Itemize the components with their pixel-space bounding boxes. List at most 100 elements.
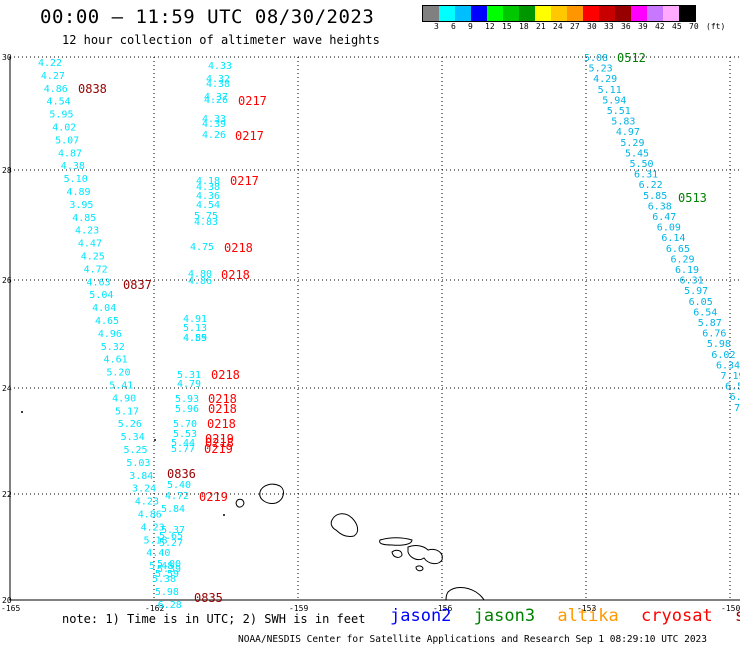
pass-time: 0838 <box>78 82 107 96</box>
swh-value: 6.54 <box>693 307 717 318</box>
pass-time: 0219 <box>205 432 234 446</box>
color-scale-label: 3 <box>434 22 439 31</box>
color-scale-label: 33 <box>604 22 614 31</box>
swh-value: 6.38 <box>648 201 672 212</box>
color-scale-labels: 3 6 9 12 15 18 21 24 27 30 33 36 39 42 45 70 (ft) <box>422 22 740 34</box>
swh-value: 4.96 <box>98 329 122 340</box>
latitude-label: 28 <box>2 166 12 175</box>
island-lanai <box>391 549 403 558</box>
longitude-label: -156 <box>433 604 452 613</box>
color-swatch <box>471 6 487 21</box>
swh-value: 5.20 <box>106 368 130 379</box>
swh-value: 4.38 <box>206 79 230 90</box>
swh-value: 5.48 <box>149 561 173 572</box>
swh-value: 4.65 <box>95 316 119 327</box>
swh-value: 7. <box>734 403 740 414</box>
swh-value: 4.26 <box>204 95 228 106</box>
swh-value: 4.54 <box>47 97 71 108</box>
swh-value: 4.37 <box>204 92 228 103</box>
swh-value: 5.03 <box>126 458 150 469</box>
latitude-label: 30 <box>2 53 12 62</box>
swh-value: 4.04 <box>92 303 116 314</box>
swh-value: 5.51 <box>607 106 631 117</box>
swh-value: 6.02 <box>711 350 735 361</box>
swh-value: 5.07 <box>55 135 79 146</box>
swh-value: 5.18 <box>143 535 167 546</box>
swh-value: 5.84 <box>161 504 185 515</box>
swh-value: 5.29 <box>620 138 644 149</box>
swh-value: 5.85 <box>643 191 667 202</box>
swh-value: 6.47 <box>652 212 676 223</box>
swh-value: 6.29 <box>670 254 694 265</box>
swh-value: 6.28 <box>158 600 182 611</box>
color-scale-label: 24 <box>553 22 563 31</box>
swh-value: 6.65 <box>666 244 690 255</box>
swh-value: 5.75 <box>194 211 218 222</box>
swh-value: 4.22 <box>38 58 62 69</box>
swh-value: 5.95 <box>49 110 73 121</box>
track-west: 4.22 4.27 4.86 4.54 5.95 4.025.07 4.87 4.38 5.10… <box>38 58 182 611</box>
swh-value: 5.94 <box>602 95 626 106</box>
swh-value: 4.87 <box>58 148 82 159</box>
credit-footer: NOAA/NESDIS Center for Satellite Applica… <box>238 634 707 645</box>
color-scale-label: 27 <box>570 22 580 31</box>
swh-value: 3.24 <box>132 484 156 495</box>
island-kauai <box>259 483 284 504</box>
swh-value: 4.38 <box>61 161 85 172</box>
swh-value: 4.85 <box>72 213 96 224</box>
pass-time: 0218 <box>207 417 236 431</box>
swh-value: 5.41 <box>109 381 133 392</box>
swh-value: 4.86 <box>188 276 212 287</box>
legend-altika: altika <box>557 606 619 626</box>
longitude-labels: -165 -162 -159 -156 -153 -150 <box>1 604 740 613</box>
color-swatch <box>535 6 551 21</box>
pass-time: 0219 <box>204 442 233 456</box>
swh-value: 6.22 <box>639 180 663 191</box>
color-scale-label: 15 <box>502 22 512 31</box>
color-scale-label: 6 <box>451 22 456 31</box>
swh-value: 6.34 <box>716 360 740 371</box>
swh-value: 4.02 <box>52 123 76 134</box>
swh-value: 3.95 <box>69 200 93 211</box>
color-scale-label: 36 <box>621 22 631 31</box>
swh-value: 5.25 <box>124 445 148 456</box>
pass-time: 0217 <box>238 94 267 108</box>
color-swatch <box>551 6 567 21</box>
color-scale-bar <box>422 5 696 22</box>
swh-value: 4.38 <box>196 182 220 193</box>
swh-value: 3.84 <box>129 471 153 482</box>
swh-value: 4.23 <box>75 226 99 237</box>
latitude-label: 22 <box>2 490 12 499</box>
latitude-labels: 30 28 26 24 22 20 <box>2 53 12 605</box>
swh-value: 5.77 <box>171 444 195 455</box>
color-swatch <box>679 6 695 21</box>
satellite-legend: jason2 jason3 altika cryosat s3a <box>390 606 740 626</box>
swh-value: 4.36 <box>196 191 220 202</box>
swh-value: 5.32 <box>101 342 125 353</box>
longitude-label: -153 <box>577 604 596 613</box>
swh-value: 4.75 <box>190 242 214 253</box>
swh-value: 6.31 <box>634 170 658 181</box>
legend-jason2: jason2 <box>390 606 452 626</box>
footnote: note: 1) Time is in UTC; 2) SWH is in fe… <box>62 612 366 626</box>
color-swatch <box>663 6 679 21</box>
dot-marker <box>154 439 156 441</box>
legend-s3a: s3a <box>735 606 740 626</box>
swh-value: 5.31 <box>177 370 201 381</box>
track-middle: 4.334.324.384.374.264.334.394.264.184.38… <box>155 61 232 580</box>
swh-value: 4.23 <box>135 497 159 508</box>
color-scale-label: 70 <box>689 22 699 31</box>
color-scale-label: 18 <box>519 22 529 31</box>
pass-time: 0837 <box>123 278 152 292</box>
latitude-label: 20 <box>2 596 12 605</box>
pass-time: 0217 <box>230 174 259 188</box>
pass-time: 0218 <box>224 241 253 255</box>
longitude-label: -159 <box>289 604 308 613</box>
swh-value: 4.27 <box>41 71 65 82</box>
track-east: 5.085.234.295.115.945.515.834.975.295.45… <box>584 53 740 414</box>
longitude-label: -162 <box>145 604 164 613</box>
swh-value: 5.34 <box>121 432 145 443</box>
color-swatch <box>631 6 647 21</box>
swh-value: 4.90 <box>112 393 136 404</box>
